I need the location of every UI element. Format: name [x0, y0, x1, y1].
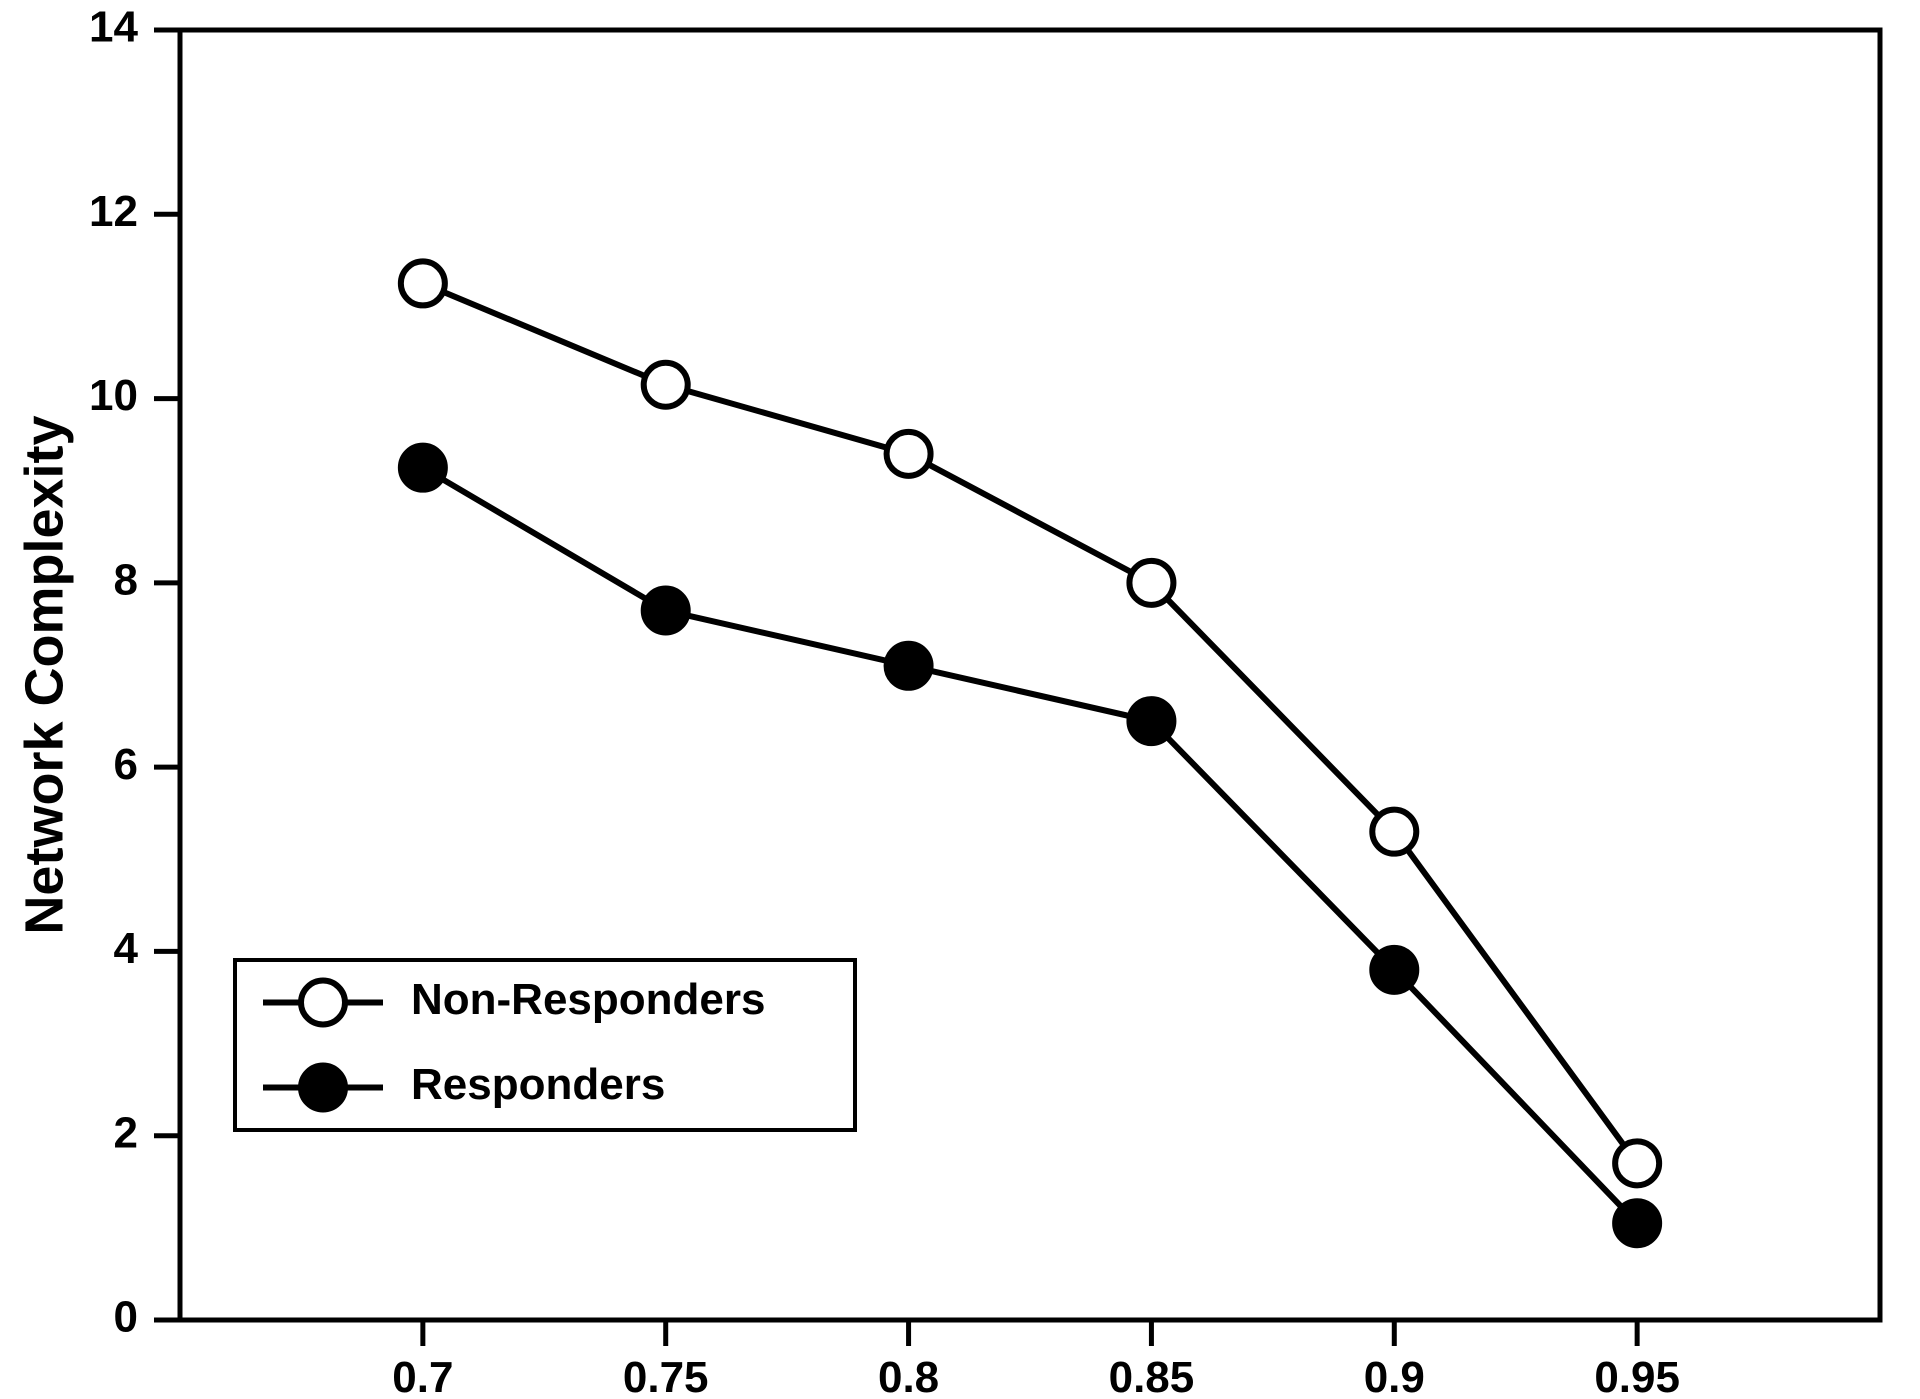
x-tick-label: 0.95: [1594, 1353, 1680, 1399]
legend-marker: [301, 981, 345, 1025]
series-marker: [1372, 810, 1416, 854]
series-marker: [1615, 1201, 1659, 1245]
y-tick-label: 2: [114, 1108, 138, 1157]
series-marker: [644, 589, 688, 633]
series-marker: [401, 446, 445, 490]
y-axis-title: Network Complexity: [14, 415, 74, 934]
legend-label: Responders: [411, 1060, 665, 1109]
x-tick-label: 0.9: [1364, 1353, 1425, 1399]
series-marker: [1615, 1141, 1659, 1185]
series-marker: [644, 363, 688, 407]
legend-label: Non-Responders: [411, 975, 765, 1024]
line-chart: 0 2 4 6 8 10 12 14 0.7 0.75 0.8 0.85 0.9 0.95 Network …: [0, 0, 1920, 1399]
y-tick-label: 12: [89, 187, 138, 236]
x-tick-label: 0.75: [623, 1353, 709, 1399]
x-tick-label: 0.7: [392, 1353, 453, 1399]
series-marker: [1129, 561, 1173, 605]
x-tick-label: 0.8: [878, 1353, 939, 1399]
chart-background: [0, 0, 1920, 1399]
chart-svg: 0 2 4 6 8 10 12 14 0.7 0.75 0.8 0.85 0.9 0.95 Network …: [0, 0, 1920, 1399]
series-marker: [1129, 699, 1173, 743]
y-tick-label: 0: [114, 1293, 138, 1342]
x-tick-label: 0.85: [1109, 1353, 1195, 1399]
y-tick-label: 6: [114, 740, 138, 789]
legend-marker: [301, 1066, 345, 1110]
series-marker: [887, 432, 931, 476]
y-tick-label: 14: [89, 3, 138, 52]
y-tick-label: 4: [114, 924, 139, 973]
series-marker: [401, 261, 445, 305]
y-tick-label: 10: [89, 371, 138, 420]
series-marker: [1372, 948, 1416, 992]
series-marker: [887, 644, 931, 688]
y-tick-label: 8: [114, 555, 138, 604]
